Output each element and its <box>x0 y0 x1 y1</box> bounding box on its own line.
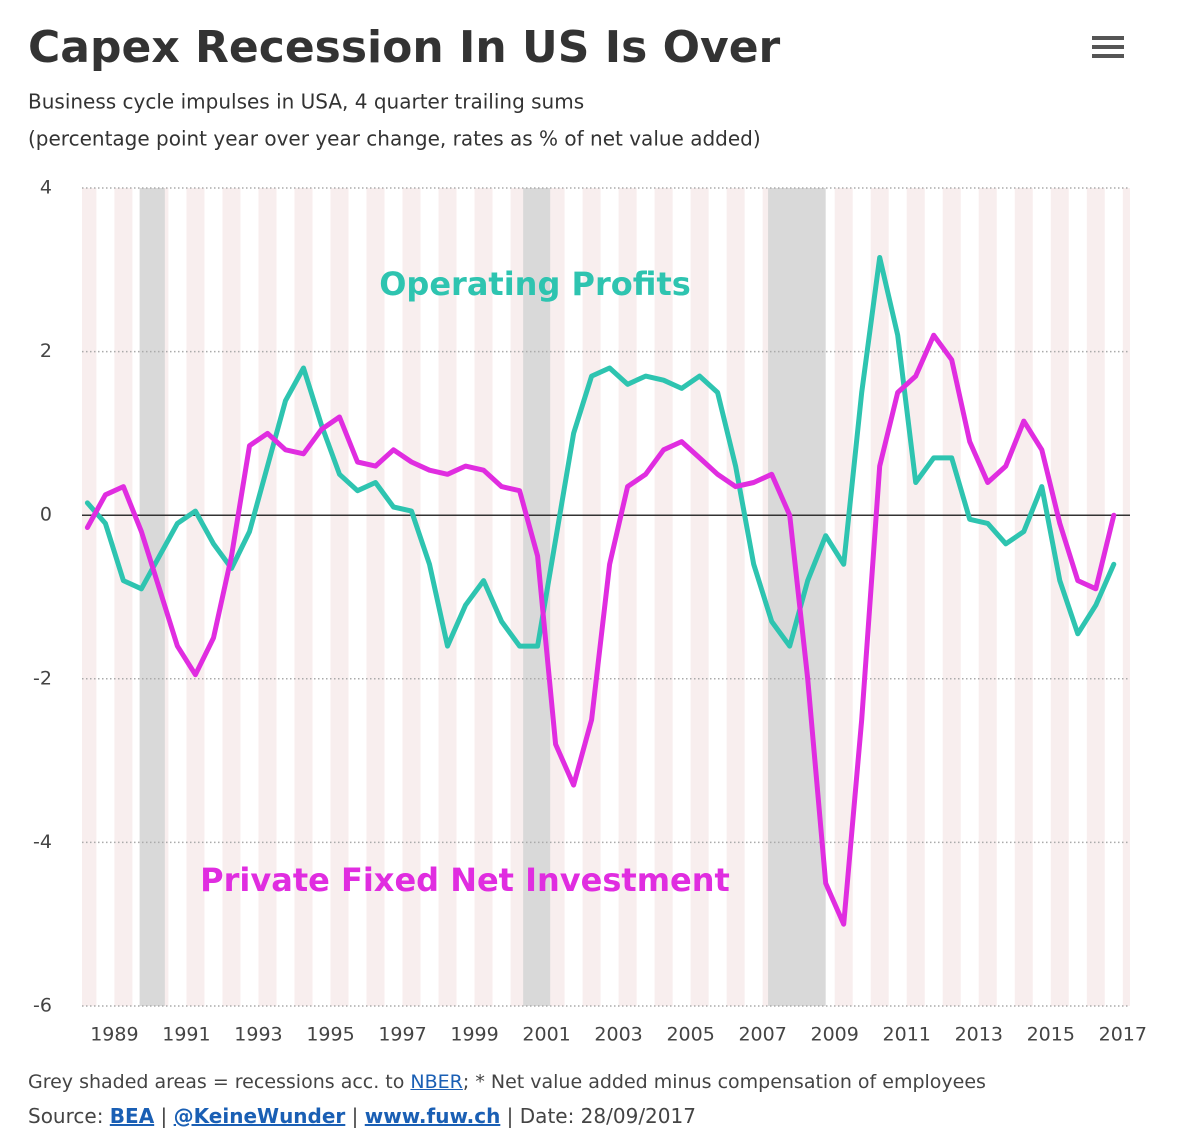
plot-area <box>82 187 1130 1007</box>
y-tick-label: 0 <box>40 504 52 526</box>
menu-button[interactable] <box>1088 30 1128 64</box>
x-tick-label: 1999 <box>450 1024 498 1046</box>
y-tick-label: -2 <box>33 667 52 689</box>
x-tick-label: 2005 <box>666 1024 714 1046</box>
x-tick-label: 2017 <box>1099 1024 1147 1046</box>
stripe <box>222 188 241 1006</box>
stripe <box>186 188 205 1006</box>
stripe <box>402 188 421 1006</box>
note-text: | Date: 28/09/2017 <box>500 1104 696 1128</box>
note-text: Grey shaded areas = recessions acc. to <box>28 1071 411 1093</box>
stripe <box>1122 188 1130 1006</box>
x-tick-label: 2007 <box>738 1024 786 1046</box>
source: Source: BEA | @KeineWunder | www.fuw.ch … <box>28 1104 696 1128</box>
stripe <box>258 188 277 1006</box>
x-tick-label: 2015 <box>1027 1024 1075 1046</box>
chart-subtitle: (percentage point year over year change,… <box>28 127 761 151</box>
series-label: Private Fixed Net Investment <box>200 861 730 899</box>
note-text: ; * Net value added minus compensation o… <box>462 1071 986 1093</box>
x-tick-label: 2009 <box>811 1024 859 1046</box>
stripe <box>330 188 349 1006</box>
chart-subtitle: Business cycle impulses in USA, 4 quarte… <box>28 90 584 114</box>
x-tick-label: 2011 <box>883 1024 931 1046</box>
chart-title: Capex Recession In US Is Over <box>28 22 781 73</box>
stripe <box>1014 188 1033 1006</box>
stripe <box>294 188 313 1006</box>
y-tick-label: -4 <box>33 831 52 853</box>
link[interactable]: www.fuw.ch <box>364 1104 501 1128</box>
link[interactable]: @KeineWunder <box>173 1104 346 1128</box>
stripe <box>942 188 961 1006</box>
x-tick-label: 2001 <box>522 1024 570 1046</box>
chart: Capex Recession In US Is Over Business c… <box>28 22 1147 1046</box>
footnote: Grey shaded areas = recessions acc. to N… <box>28 1071 986 1093</box>
menu-bar[interactable] <box>1092 36 1124 40</box>
note-text: | <box>154 1104 174 1128</box>
y-tick-label: 4 <box>40 177 52 199</box>
stripe <box>726 188 745 1006</box>
stripe <box>1086 188 1105 1006</box>
x-tick-label: 2013 <box>955 1024 1003 1046</box>
x-tick-label: 1989 <box>90 1024 138 1046</box>
stripe <box>618 188 637 1006</box>
series-line <box>84 332 1117 927</box>
y-tick-label: 2 <box>40 340 52 362</box>
link[interactable]: NBER <box>410 1071 463 1093</box>
note-text: Source: <box>28 1104 110 1128</box>
series-label: Operating Profits <box>379 265 691 303</box>
x-tick-label: 2003 <box>594 1024 642 1046</box>
x-tick-label: 1995 <box>306 1024 354 1046</box>
series-line <box>84 255 1117 649</box>
stripe <box>906 188 925 1006</box>
x-tick-label: 1993 <box>234 1024 282 1046</box>
x-tick-label: 1991 <box>162 1024 210 1046</box>
note-text: | <box>345 1104 365 1128</box>
stripe <box>870 188 889 1006</box>
stripe <box>834 188 853 1006</box>
stripe <box>474 188 493 1006</box>
link[interactable]: BEA <box>109 1104 155 1128</box>
stripe <box>82 188 97 1006</box>
stripe <box>438 188 457 1006</box>
menu-bar[interactable] <box>1092 45 1124 49</box>
stripe <box>690 188 709 1006</box>
stripe <box>1050 188 1069 1006</box>
stripe <box>366 188 385 1006</box>
menu-bar[interactable] <box>1092 54 1124 58</box>
stripe <box>546 188 565 1006</box>
stripe <box>654 188 673 1006</box>
x-tick-label: 1997 <box>378 1024 426 1046</box>
y-tick-label: -6 <box>33 995 52 1017</box>
stripe <box>114 188 133 1006</box>
stripe <box>978 188 997 1006</box>
